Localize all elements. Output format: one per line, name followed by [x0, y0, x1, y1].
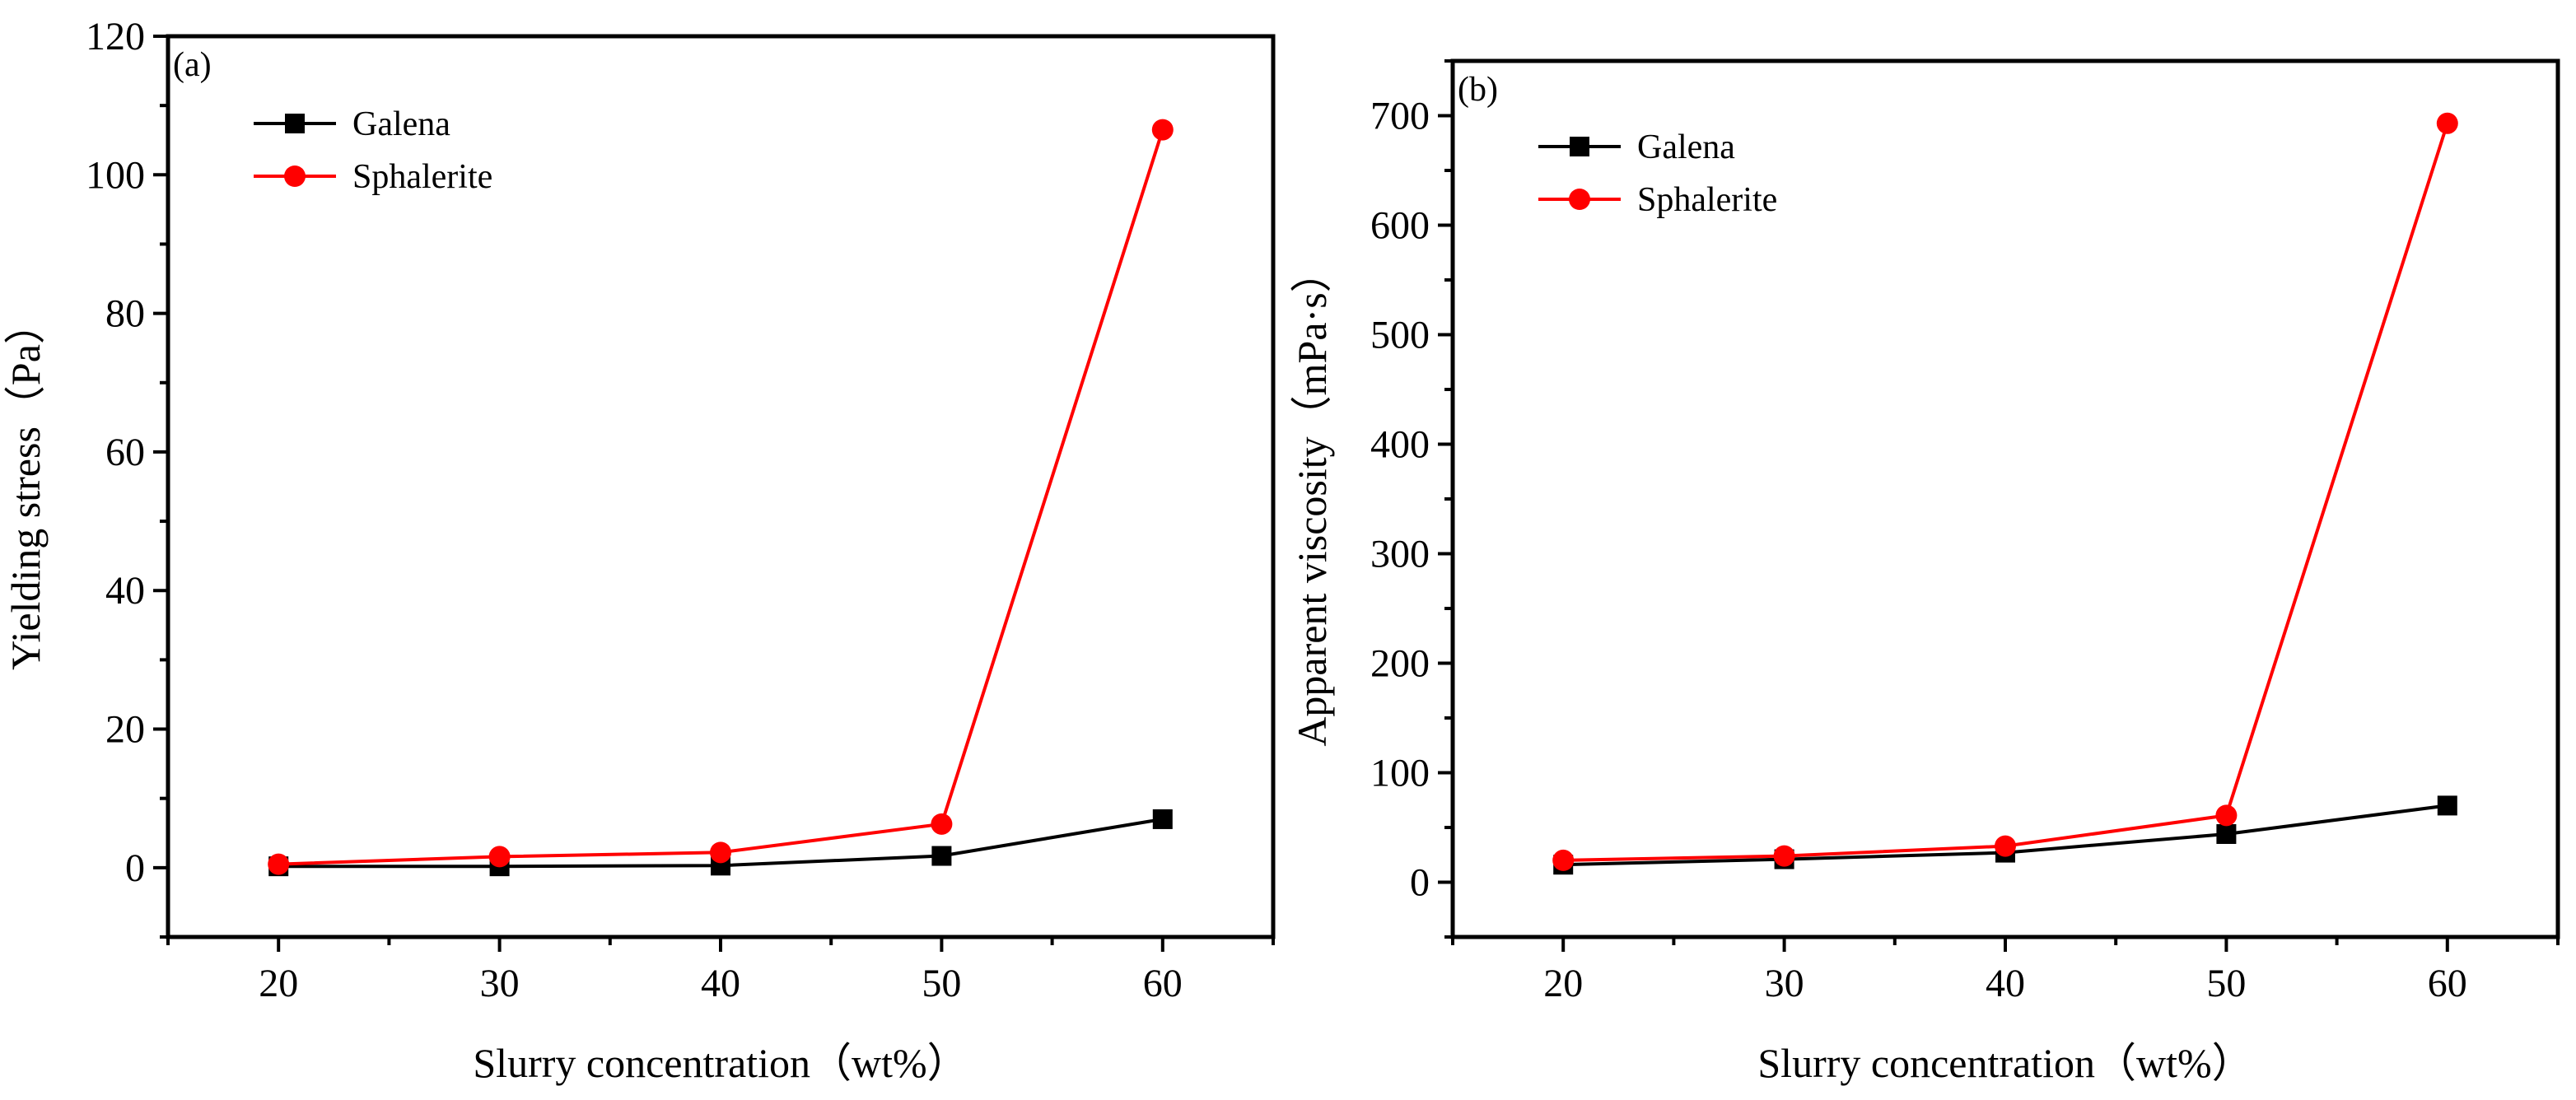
- series-galena-point: [2437, 795, 2457, 816]
- series-galena-point: [931, 846, 952, 866]
- y-tick-label: 0: [125, 846, 145, 890]
- series-galena-point: [1152, 809, 1173, 829]
- x-axis-title: Slurry concentration（wt%）: [1757, 1040, 2252, 1086]
- y-tick-label: 100: [1370, 752, 1430, 795]
- y-tick-label: 700: [1370, 95, 1430, 138]
- y-tick-label: 40: [105, 569, 145, 613]
- series-sphalerite-point: [1552, 849, 1575, 871]
- series-sphalerite: [268, 119, 1174, 875]
- panel-label: (a): [173, 46, 212, 84]
- plot-frame: [166, 34, 1276, 939]
- series-sphalerite-point: [1995, 835, 2016, 857]
- series-sphalerite-point: [1773, 845, 1795, 867]
- y-tick-label: 300: [1370, 533, 1430, 576]
- y-axis-title: Apparent viscosity（mPa·s）: [1289, 251, 1335, 746]
- plot-frame: [1450, 58, 2560, 939]
- series-sphalerite-point: [710, 841, 731, 864]
- x-tick-label: 40: [701, 962, 740, 1005]
- panel-label: (b): [1458, 71, 1498, 109]
- y-tick-label: 20: [105, 708, 145, 752]
- x-tick-label: 30: [480, 962, 520, 1005]
- y-tick-label: 60: [105, 431, 145, 474]
- legend-marker: [1570, 137, 1589, 156]
- series-sphalerite-point: [268, 853, 290, 875]
- series-sphalerite-line: [1563, 123, 2449, 862]
- x-tick-label: 60: [2428, 962, 2467, 1005]
- x-tick-label: 30: [1765, 962, 1804, 1005]
- series-galena-point: [2216, 823, 2237, 844]
- legend-label: Galena: [1637, 128, 1735, 166]
- legend-label: Sphalerite: [352, 158, 492, 196]
- series-sphalerite-point: [1151, 119, 1174, 141]
- y-tick-label: 400: [1370, 423, 1430, 467]
- series-sphalerite-point: [931, 813, 953, 835]
- series-sphalerite: [1552, 112, 2458, 871]
- series-galena: [1553, 795, 2457, 875]
- legend-label: Galena: [352, 105, 450, 143]
- x-tick-label: 20: [259, 962, 298, 1005]
- x-axis-title: Slurry concentration（wt%）: [473, 1040, 968, 1086]
- series-sphalerite-line: [278, 128, 1164, 866]
- panel-a: 20 30 40 50 60 0 20 40 60 80 100 120 Slurry concentr…: [2, 15, 1276, 1086]
- y-tick-label: 120: [86, 15, 145, 58]
- legend-marker: [284, 165, 306, 187]
- series-sphalerite-point: [2215, 804, 2238, 827]
- x-tick-label: 60: [1143, 962, 1183, 1005]
- y-axis-title: Yielding stress（Pa）: [2, 303, 49, 670]
- legend-marker: [285, 114, 305, 133]
- x-tick-label: 50: [922, 962, 961, 1005]
- y-tick-label: 100: [86, 153, 145, 197]
- y-tick-label: 80: [105, 292, 145, 336]
- legend: Galena Sphalerite: [254, 105, 492, 196]
- series-sphalerite-point: [488, 846, 511, 868]
- y-tick-label: 500: [1370, 314, 1430, 357]
- y-tick-label: 600: [1370, 204, 1430, 248]
- y-tick-label: 0: [1410, 861, 1430, 905]
- x-tick-label: 40: [1986, 962, 2025, 1005]
- legend: Galena Sphalerite: [1538, 128, 1777, 219]
- legend-label: Sphalerite: [1637, 181, 1777, 219]
- x-tick-label: 20: [1543, 962, 1583, 1005]
- x-tick-label: 50: [2206, 962, 2246, 1005]
- legend-marker: [1569, 189, 1590, 210]
- series-sphalerite-point: [2436, 112, 2458, 134]
- y-tick-label: 200: [1370, 642, 1430, 686]
